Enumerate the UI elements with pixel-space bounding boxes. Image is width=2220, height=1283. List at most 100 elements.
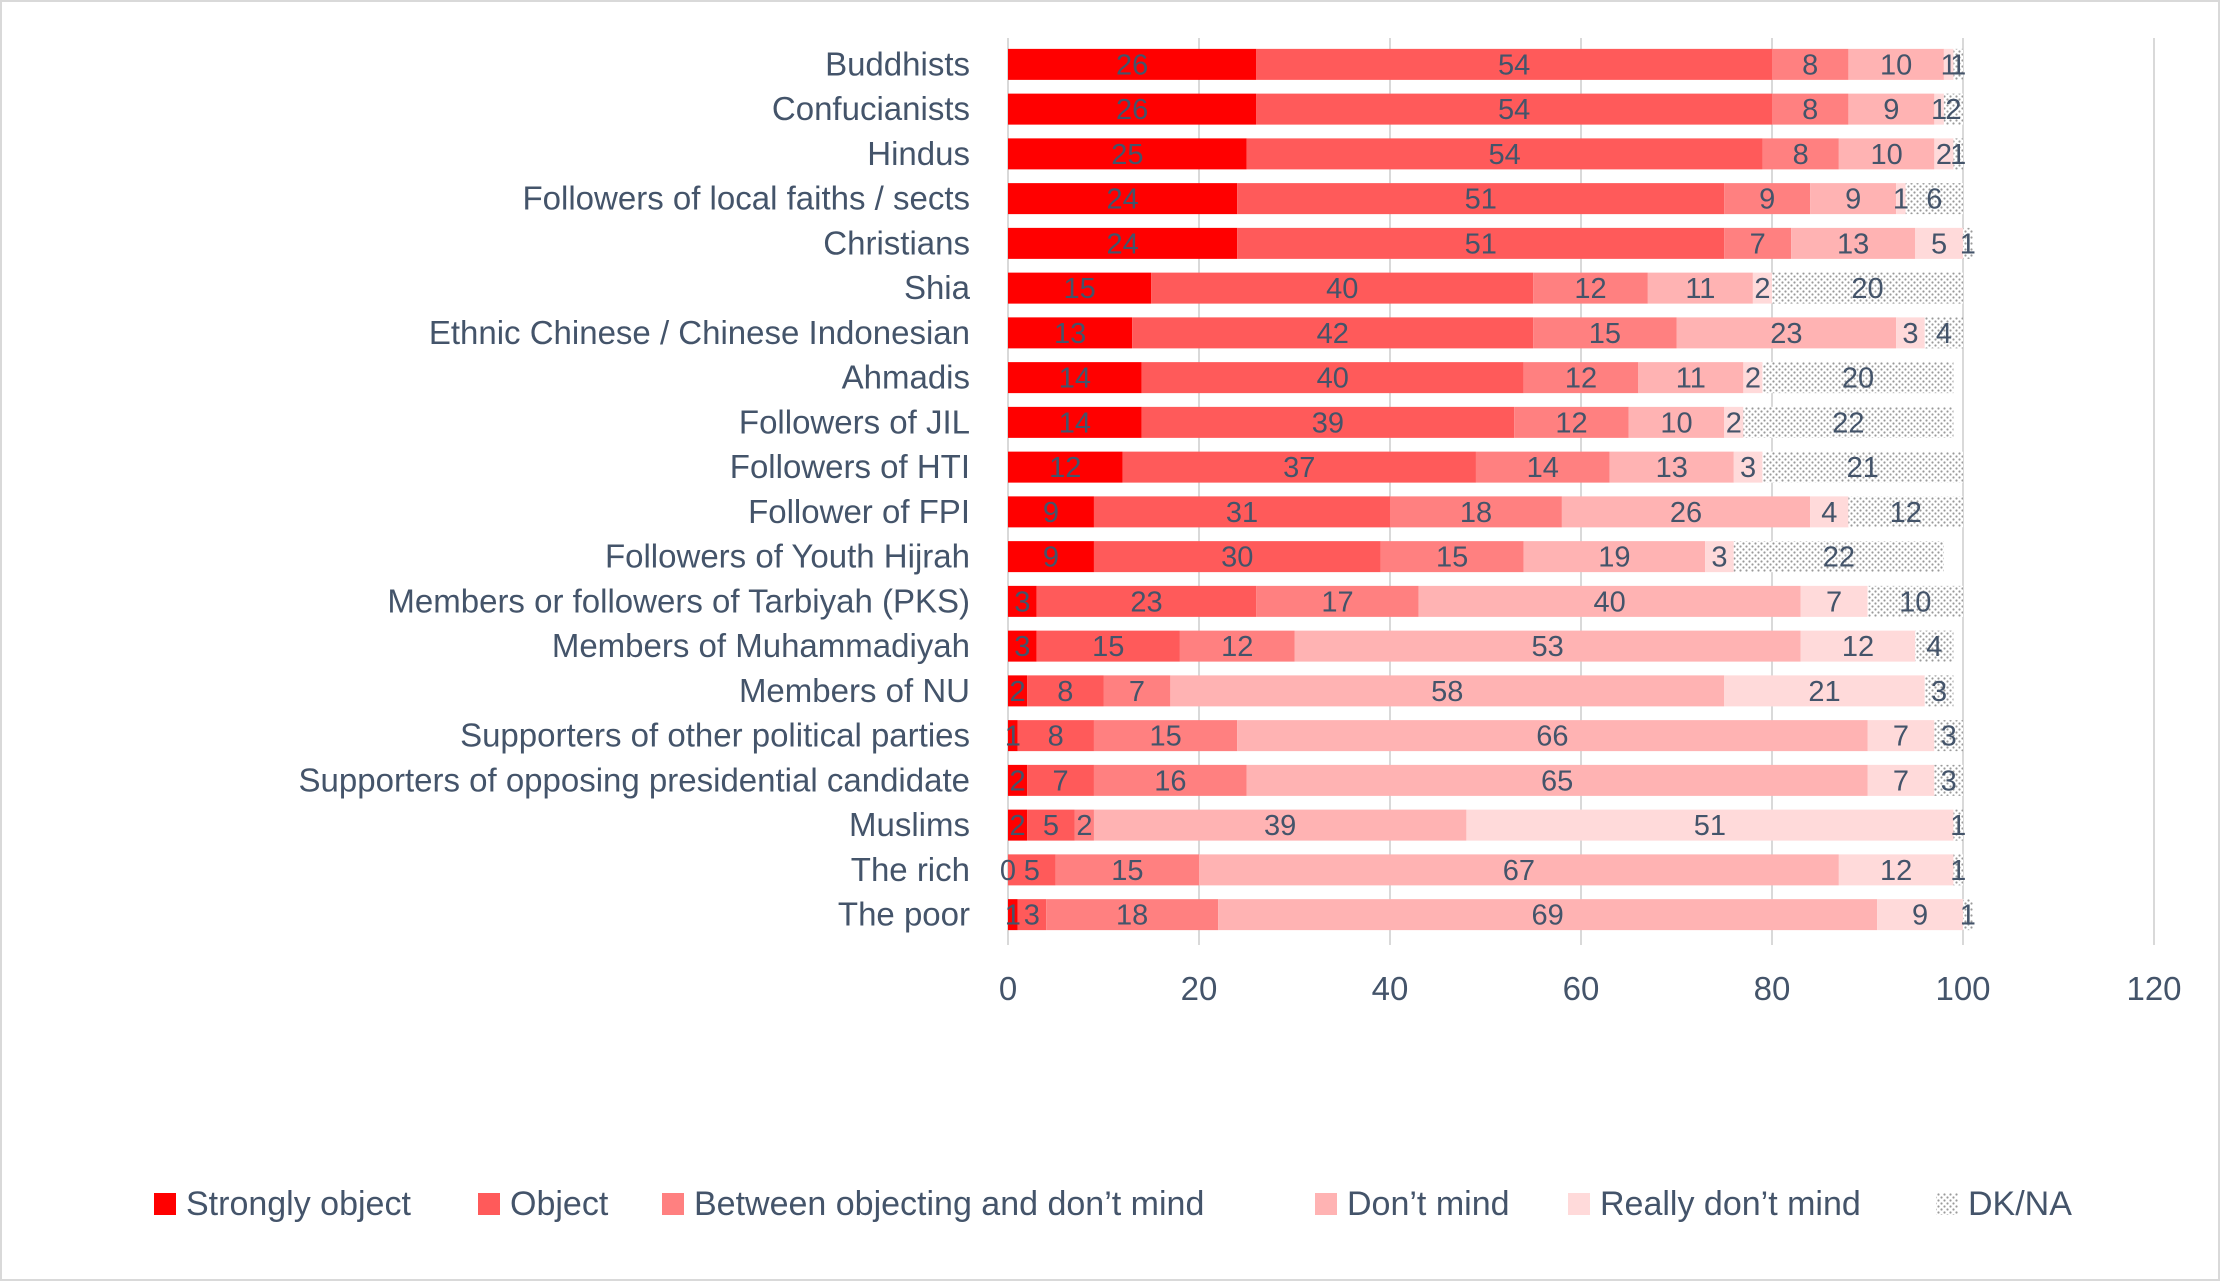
bar-segment (1008, 93, 1257, 125)
legend-label: Between objecting and don’t mind (694, 1185, 1204, 1223)
bar-segment (1609, 451, 1734, 483)
data-label: 12 (1880, 855, 1912, 887)
bar-segment (1008, 183, 1238, 215)
legend-swatch (1568, 1193, 1590, 1215)
data-label: 2 (1076, 810, 1092, 842)
data-label: 9 (1043, 542, 1059, 574)
bar-segment (1237, 720, 1868, 752)
bar-segment (1963, 227, 1973, 259)
data-label: 1 (1931, 94, 1947, 126)
bar-segment (1475, 451, 1610, 483)
bar-segment (1877, 899, 1963, 931)
data-label: 40 (1317, 363, 1349, 395)
bar-segment (1943, 93, 1963, 125)
bar-segment (1762, 138, 1839, 170)
bar-segment (1141, 362, 1524, 394)
bar-segment (1256, 93, 1772, 125)
data-label: 8 (1802, 94, 1818, 126)
bar-segment (1953, 48, 1963, 80)
data-label: 3 (1902, 318, 1918, 350)
bar-segment (1963, 899, 1973, 931)
data-label: 26 (1116, 94, 1148, 126)
bar-segment (1810, 496, 1849, 528)
bar-segment (1055, 854, 1199, 886)
data-label: 24 (1106, 228, 1138, 260)
category-label: Buddhists (825, 45, 970, 82)
bar-segment (1008, 675, 1028, 707)
data-label: 20 (1842, 363, 1874, 395)
bar-segment (1791, 227, 1916, 259)
bar-segment (1008, 854, 1056, 886)
data-label: 18 (1116, 900, 1148, 932)
data-label: 2 (1009, 765, 1025, 797)
data-label: 7 (1893, 721, 1909, 753)
category-label: Followers of JIL (739, 403, 970, 440)
data-label: 10 (1870, 139, 1902, 171)
data-label: 1 (1950, 49, 1966, 81)
data-label: 7 (1129, 676, 1145, 708)
bar-segment (1008, 406, 1142, 438)
data-label: 5 (1931, 228, 1947, 260)
category-label: Confucianists (772, 90, 970, 127)
bar-segment (1867, 585, 1963, 617)
bar-segment (1848, 496, 1963, 528)
data-label: 26 (1116, 49, 1148, 81)
data-label: 11 (1676, 363, 1706, 395)
bar-segment (1246, 764, 1868, 796)
data-label: 18 (1460, 497, 1492, 529)
data-label: 8 (1793, 139, 1809, 171)
legend-label: Don’t mind (1347, 1185, 1510, 1223)
data-label: 12 (1890, 497, 1922, 529)
data-label: 10 (1880, 49, 1912, 81)
data-label: 16 (1154, 765, 1186, 797)
bar-segment (1924, 317, 1963, 349)
bar-segment (1008, 317, 1133, 349)
bar-segment (1008, 496, 1094, 528)
bar-segment (1810, 183, 1897, 215)
x-tick-label: 20 (1181, 970, 1218, 1007)
data-label: 5 (1043, 810, 1059, 842)
data-label: 1 (1005, 900, 1021, 932)
bar-segment (1008, 272, 1152, 304)
bar-segment (1561, 496, 1811, 528)
x-tick-label: 40 (1372, 970, 1409, 1007)
bar-segment (1772, 272, 1963, 304)
bar-segment (1017, 899, 1047, 931)
x-tick-label: 0 (999, 970, 1017, 1007)
data-label: 13 (1656, 452, 1688, 484)
bar-segment (1008, 764, 1028, 796)
bar-segment (1743, 362, 1763, 394)
data-label: 9 (1759, 184, 1775, 216)
bar-segment (1676, 317, 1897, 349)
data-label: 4 (1936, 318, 1952, 350)
data-label: 15 (1149, 721, 1181, 753)
category-label: Followers of Youth Hijrah (605, 538, 970, 575)
bar-segment (1008, 720, 1018, 752)
bar-segment (1905, 183, 1963, 215)
bar-segment (1466, 809, 1954, 841)
data-label: 51 (1465, 184, 1497, 216)
bar-segment (1008, 899, 1018, 931)
bar-segment (1027, 809, 1075, 841)
data-label: 15 (1092, 631, 1124, 663)
bar-segment (1772, 93, 1849, 125)
data-label: 1 (1950, 855, 1966, 887)
bar-segment (1017, 720, 1094, 752)
bar-segment (1294, 630, 1801, 662)
bar-segment (1867, 720, 1935, 752)
data-label: 7 (1826, 586, 1842, 618)
data-label: 1 (1950, 810, 1966, 842)
bar-segment (1170, 675, 1725, 707)
data-label: 13 (1837, 228, 1869, 260)
bar-segment (1838, 138, 1935, 170)
data-label: 37 (1283, 452, 1315, 484)
bar-segment (1008, 227, 1238, 259)
x-tick-label: 120 (2126, 970, 2181, 1007)
category-labels: Buddhists Confucianists Hindus Followers of… (299, 45, 971, 932)
data-label: 12 (1555, 407, 1587, 439)
data-label: 39 (1312, 407, 1344, 439)
data-label: 22 (1832, 407, 1864, 439)
data-label: 12 (1221, 631, 1253, 663)
